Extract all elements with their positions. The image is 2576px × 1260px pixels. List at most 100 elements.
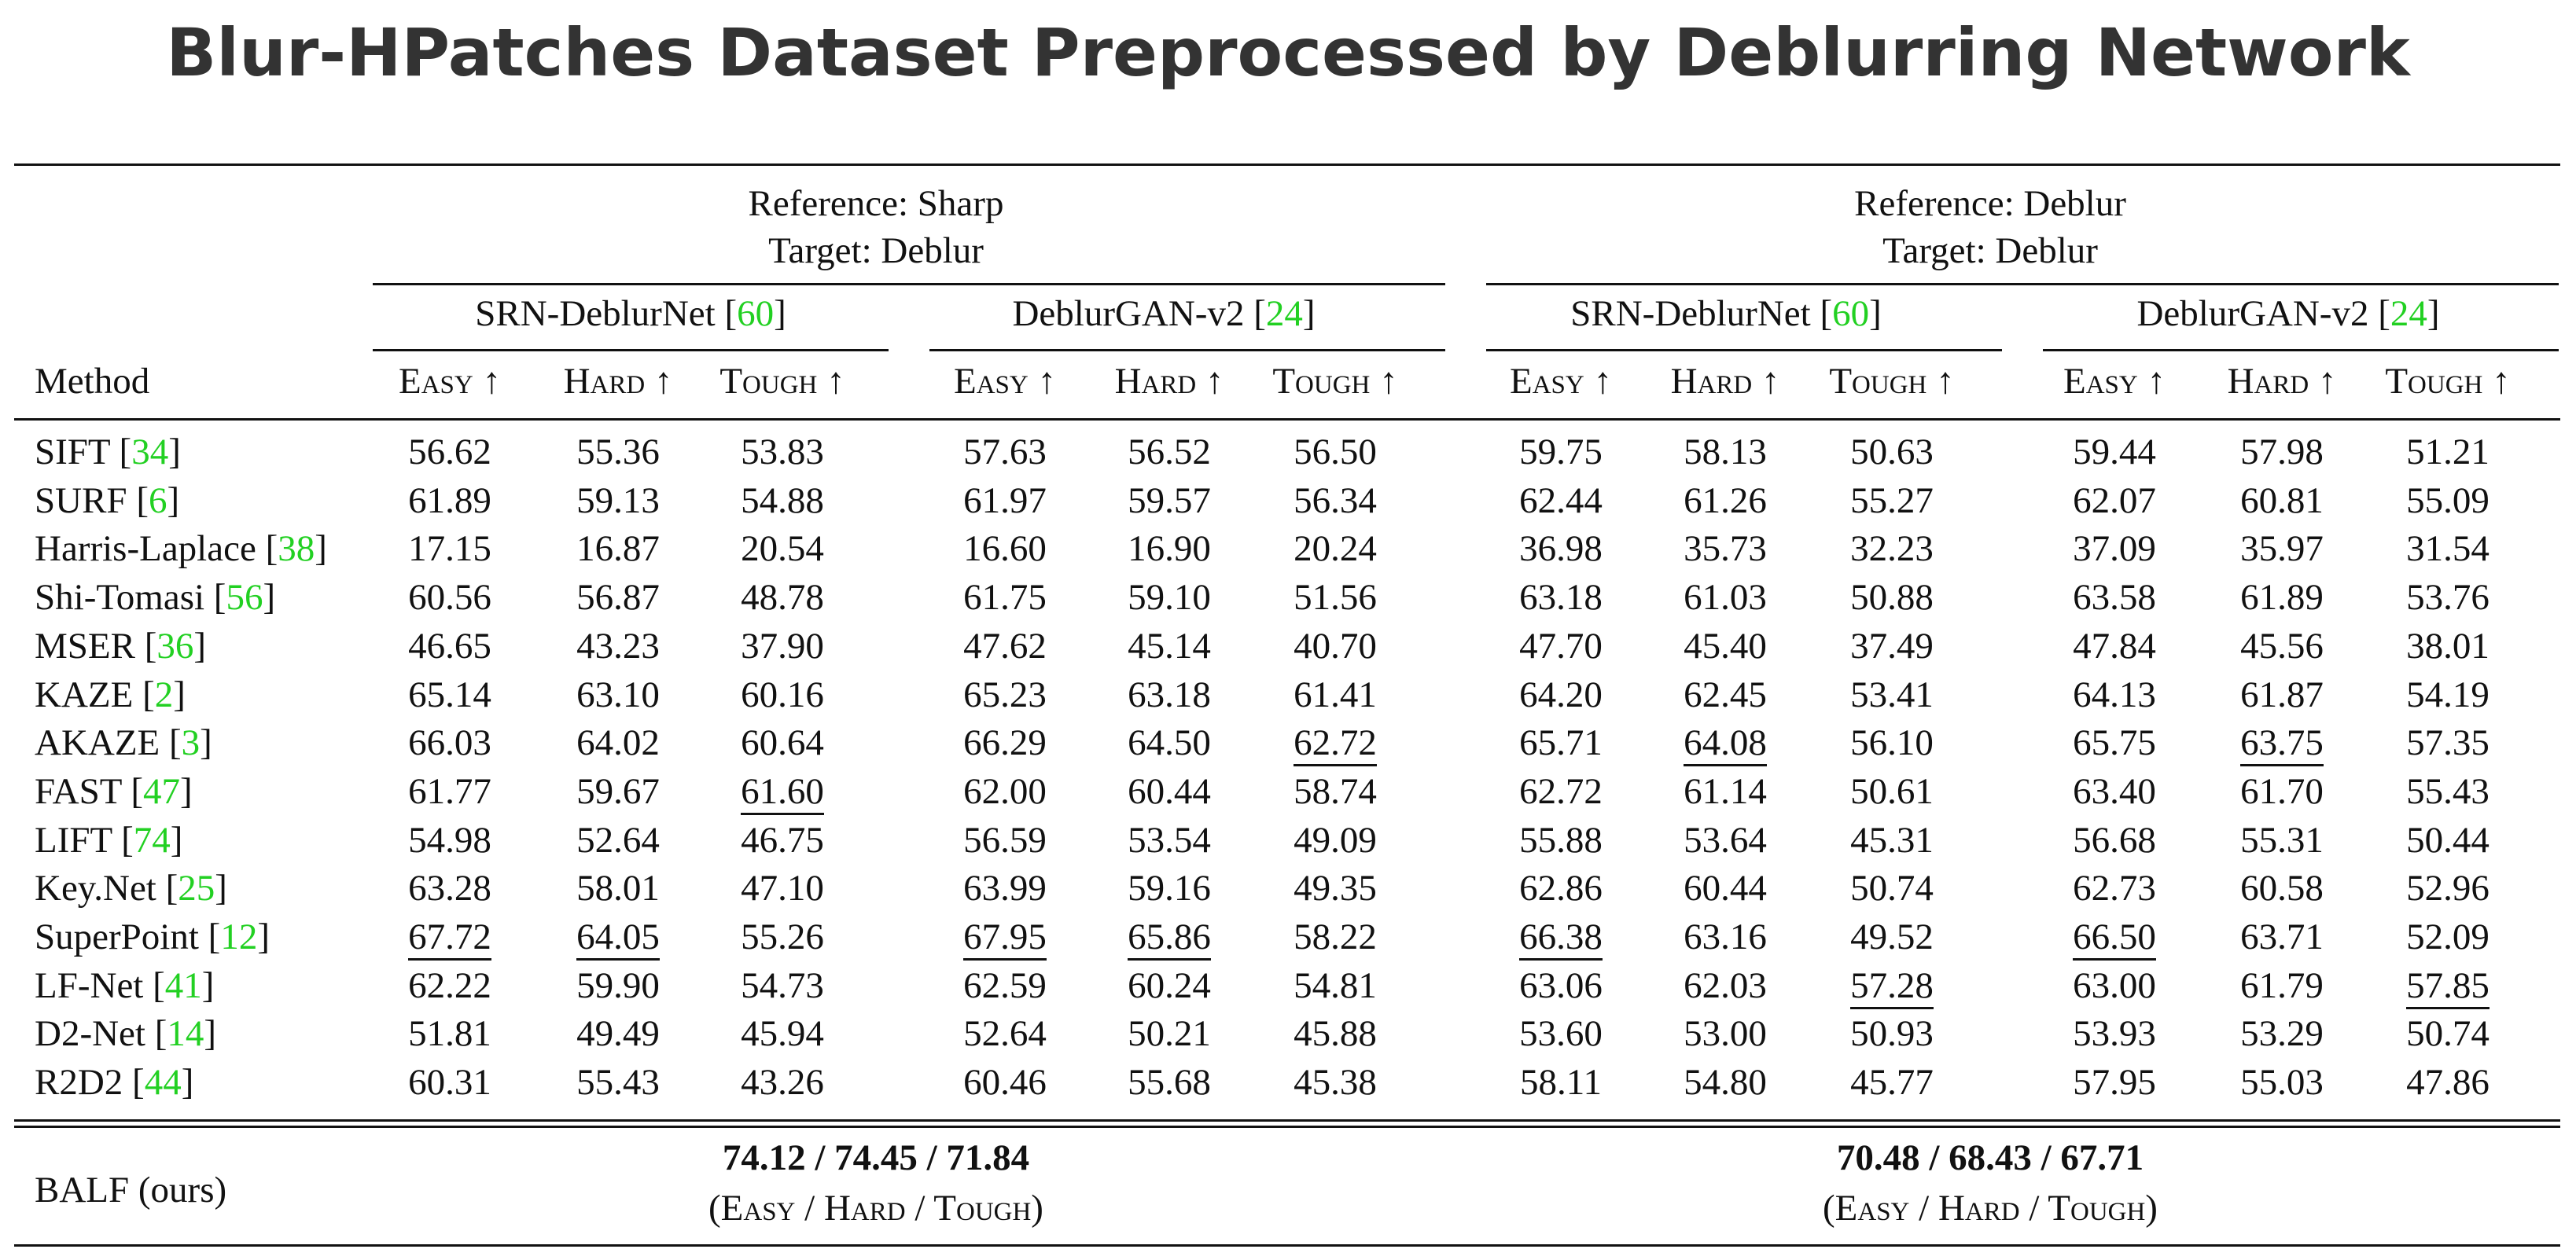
cite-bracket: ]: [181, 1062, 194, 1103]
score-value: 63.16: [1684, 917, 1767, 957]
score-cell: 58.74: [1099, 773, 1571, 810]
metric-column-header: Hard ↑: [382, 363, 854, 400]
score-value: 35.73: [1684, 528, 1767, 569]
score-value: 64.02: [576, 722, 660, 763]
score-value: 65.14: [408, 674, 491, 715]
score-value: 52.09: [2406, 917, 2490, 957]
score-cell: 61.60: [546, 771, 1018, 815]
score-value: 52.64: [963, 1013, 1047, 1054]
score-cell: 45.31: [1656, 822, 2128, 859]
cite-bracket: [: [265, 528, 278, 569]
score-cell: 57.35: [2212, 725, 2576, 762]
score-value: 55.31: [2240, 820, 2324, 861]
score-value: 47.86: [2406, 1062, 2490, 1103]
balf-right-value: 70.48 / 68.43 / 67.71: [1754, 1140, 2226, 1177]
method-column-header: Method: [35, 363, 149, 400]
score-cell: 64.08: [1489, 722, 1961, 766]
score-value: 65.23: [963, 674, 1047, 715]
score-cell: 62.72: [1099, 722, 1571, 766]
score-cell: 63.40: [1879, 773, 2350, 810]
score-cell: 63.06: [1325, 968, 1797, 1005]
score-value: 54.73: [741, 965, 824, 1006]
cite-bracket: [: [144, 626, 157, 667]
score-cell: 45.14: [933, 628, 1405, 665]
method-name-cell: Harris-Laplace [38]: [35, 531, 327, 568]
metric-column-header: Hard ↑: [2046, 363, 2518, 400]
score-value: 63.06: [1519, 965, 1603, 1006]
metric-column-header-text: Hard ↑: [1114, 361, 1224, 402]
score-cell: 60.56: [214, 579, 686, 616]
score-cell: 63.18: [1325, 579, 1797, 616]
method-group-header: SRN-DeblurNet [60]: [395, 296, 867, 332]
score-value: 60.81: [2240, 480, 2324, 521]
score-value: 31.54: [2406, 528, 2490, 569]
score-value: 37.09: [2073, 528, 2156, 569]
citation-number: 24: [2390, 293, 2427, 334]
metric-column-header-text: Tough ↑: [1272, 361, 1398, 402]
score-cell: 31.54: [2212, 531, 2576, 568]
group-target-text: Target: Deblur: [768, 230, 984, 271]
score-value: 56.52: [1128, 432, 1211, 472]
score-value: 50.74: [1850, 868, 1934, 909]
method-name-cell: KAZE [2]: [35, 677, 186, 714]
cite-bracket: [: [169, 722, 182, 763]
method-name-cell: Shi-Tomasi [56]: [35, 579, 275, 616]
cite-bracket: [: [154, 1013, 167, 1054]
score-cell: 46.75: [546, 822, 1018, 859]
score-value: 56.50: [1294, 432, 1377, 472]
group-target-text: Target: Deblur: [1882, 230, 2098, 271]
metric-column-header: Hard ↑: [933, 363, 1405, 400]
score-value: 61.89: [408, 480, 491, 521]
score-value: 60.58: [2240, 868, 2324, 909]
group-header-rule: [373, 283, 1445, 285]
score-value: 55.09: [2406, 480, 2490, 521]
score-cell: 55.43: [2212, 773, 2576, 810]
score-value: 60.16: [741, 674, 824, 715]
score-cell: 49.52: [1656, 919, 2128, 956]
score-value: 60.44: [1128, 771, 1211, 812]
citation-number: 6: [148, 480, 167, 521]
method-name: Harris-Laplace: [35, 528, 266, 569]
metric-column-header-text: Easy ↑: [399, 361, 501, 402]
score-cell: 53.00: [1489, 1016, 1961, 1052]
score-cell: 65.23: [769, 677, 1241, 714]
score-cell: 45.56: [2046, 628, 2518, 665]
score-value: 45.38: [1294, 1062, 1377, 1103]
score-value: 53.83: [741, 432, 824, 472]
score-value: 51.21: [2406, 432, 2490, 472]
metric-column-header: Hard ↑: [1489, 363, 1961, 400]
score-value: 60.31: [408, 1062, 491, 1103]
method-name-cell: MSER [36]: [35, 628, 206, 665]
cite-bracket: ]: [215, 868, 227, 909]
score-value: 57.98: [2240, 432, 2324, 472]
score-cell: 62.44: [1325, 483, 1797, 520]
balf-right-scores: 70.48 / 68.43 / 67.71: [1836, 1137, 2144, 1178]
score-value: 58.01: [576, 868, 660, 909]
cite-bracket: ]: [315, 528, 327, 569]
score-cell: 61.87: [2046, 677, 2518, 714]
cite-bracket: [: [121, 820, 134, 861]
cite-bracket: [: [119, 432, 132, 472]
score-value-second-best: 64.05: [576, 917, 660, 961]
score-value: 62.00: [963, 771, 1047, 812]
score-cell: 45.77: [1656, 1064, 2128, 1101]
balf-note-text: (Easy / Hard / Tough): [708, 1188, 1043, 1229]
score-cell: 61.14: [1489, 773, 1961, 810]
metric-column-header-text: Tough ↑: [1829, 361, 1955, 402]
score-cell: 61.89: [2046, 579, 2518, 616]
metric-column-header: Tough ↑: [2212, 363, 2576, 400]
score-cell: 51.21: [2212, 434, 2576, 471]
score-cell: 59.13: [382, 483, 854, 520]
method-name-cell: LIFT [74]: [35, 822, 182, 859]
score-value: 65.75: [2073, 722, 2156, 763]
method-column-header-text: Method: [35, 361, 150, 402]
score-cell: 17.15: [214, 531, 686, 568]
score-cell: 55.26: [546, 919, 1018, 956]
citation-number: 14: [167, 1013, 204, 1054]
balf-right-note: (Easy / Hard / Tough): [1754, 1190, 2226, 1227]
metric-column-header-text: Tough ↑: [2385, 361, 2511, 402]
score-value: 56.59: [963, 820, 1047, 861]
score-cell: 53.64: [1489, 822, 1961, 859]
score-value: 17.15: [408, 528, 491, 569]
score-cell: 59.67: [382, 773, 854, 810]
